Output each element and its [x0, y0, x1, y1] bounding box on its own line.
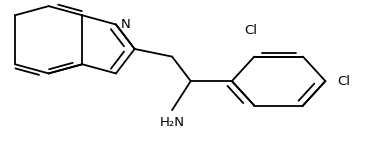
Text: N: N [120, 18, 130, 31]
Text: H₂N: H₂N [160, 116, 184, 129]
Text: Cl: Cl [244, 24, 257, 37]
Text: Cl: Cl [337, 75, 350, 88]
